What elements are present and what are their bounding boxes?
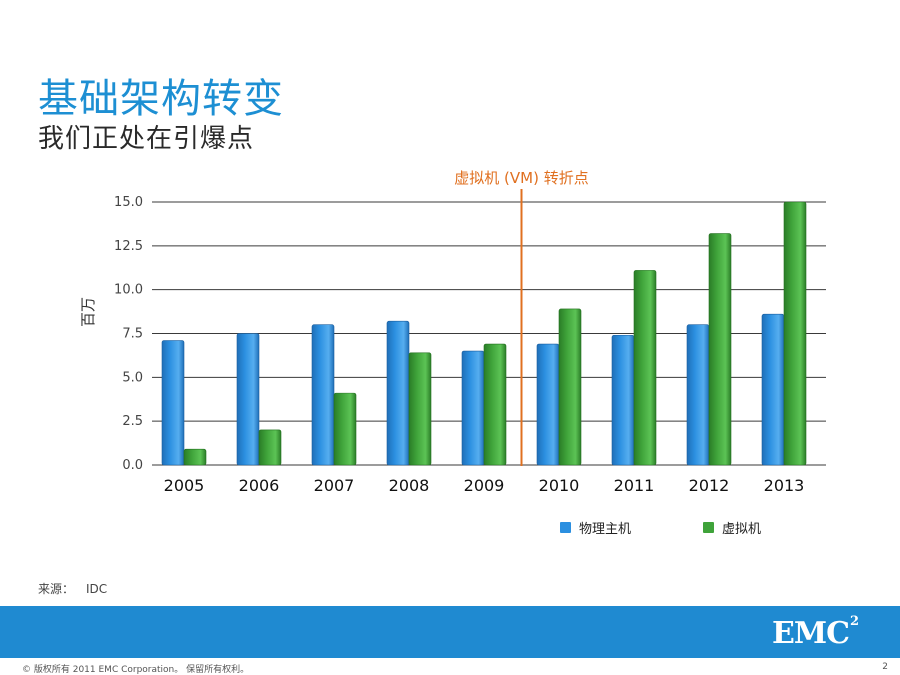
- logo-superscript: 2: [849, 614, 859, 629]
- bar-virtual-2009: [483, 343, 507, 466]
- bar-physical-2010: [536, 343, 560, 466]
- footer-band: EMC2: [0, 606, 900, 658]
- x-tick-label: 2005: [164, 476, 205, 495]
- y-tick-label: 12.5: [114, 239, 143, 254]
- y-axis-label: 百万: [79, 297, 97, 327]
- bar-virtual-2013: [783, 201, 807, 466]
- source-value: IDC: [86, 582, 108, 596]
- bar-physical-2008: [386, 320, 410, 466]
- x-tick-label: 2009: [464, 476, 505, 495]
- vm-tipping-point-label: 虚拟机 (VM) 转折点: [454, 169, 588, 187]
- legend-swatch-physical: [560, 522, 571, 533]
- legend-item-physical: 物理主机: [560, 518, 631, 537]
- legend-label-physical: 物理主机: [579, 522, 632, 537]
- bar-virtual-2010: [558, 308, 582, 466]
- legend-label-virtual: 虚拟机: [722, 522, 762, 537]
- bar-physical-2007: [311, 324, 335, 466]
- y-tick-label: 7.5: [122, 327, 143, 342]
- x-tick-label: 2012: [689, 476, 730, 495]
- y-tick-label: 0.0: [122, 458, 143, 473]
- slide-title: 基础架构转变: [38, 76, 284, 122]
- page-number: 2: [882, 662, 888, 672]
- bar-physical-2006: [236, 333, 260, 466]
- logo-text: EMC: [772, 616, 850, 651]
- bar-chart: 0.0 2.5 5.0 7.5 10.0 12.5 15.0 百万 2005 2006 2007 20…: [79, 169, 826, 495]
- bar-virtual-2012: [708, 233, 732, 466]
- x-tick-label: 2007: [314, 476, 355, 495]
- copyright-footer: © 版权所有 2011 EMC Corporation。 保留所有权利。: [22, 665, 250, 675]
- y-tick-label: 10.0: [114, 283, 143, 298]
- legend-swatch-virtual: [703, 522, 714, 533]
- x-tick-label: 2010: [539, 476, 580, 495]
- bar-virtual-2011: [633, 270, 657, 466]
- x-tick-label: 2013: [764, 476, 805, 495]
- source-note: 来源： IDC: [38, 580, 107, 597]
- bar-physical-2012: [686, 324, 710, 466]
- slide-subtitle: 我们正处在引爆点: [38, 124, 255, 154]
- emc-logo: EMC2: [772, 614, 859, 651]
- bar-virtual-2007: [333, 392, 357, 466]
- bar-virtual-2008: [408, 352, 432, 466]
- x-tick-label: 2006: [239, 476, 280, 495]
- bar-physical-2009: [461, 350, 485, 466]
- source-label: 来源：: [38, 582, 75, 596]
- y-tick-label: 15.0: [114, 195, 143, 210]
- x-tick-label: 2011: [614, 476, 655, 495]
- bar-physical-2005: [161, 340, 185, 466]
- y-tick-label: 5.0: [122, 370, 143, 385]
- legend-item-virtual: 虚拟机: [703, 518, 761, 537]
- y-tick-label: 2.5: [122, 414, 143, 429]
- x-tick-label: 2008: [389, 476, 430, 495]
- bar-virtual-2006: [258, 429, 282, 466]
- bar-physical-2013: [761, 313, 785, 466]
- bar-physical-2011: [611, 334, 635, 466]
- bar-virtual-2005: [183, 448, 207, 466]
